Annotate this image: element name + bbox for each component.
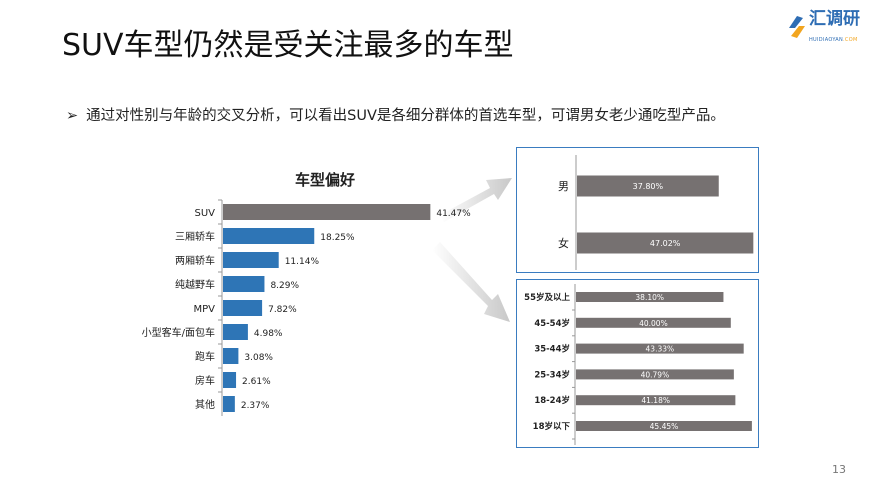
- category-label: 小型客车/面包车: [142, 326, 215, 339]
- bar-5: [223, 324, 248, 340]
- page-title: SUV车型仍然是受关注最多的车型: [62, 28, 514, 63]
- category-label: SUV: [194, 208, 215, 219]
- bar-5: [576, 421, 752, 431]
- chart-title: 车型偏好: [295, 171, 355, 189]
- data-label: 38.10%: [635, 293, 664, 302]
- category-label: 25-34岁: [534, 369, 570, 380]
- category-label: 45-54岁: [534, 318, 570, 329]
- bar-1: [223, 228, 315, 244]
- category-label: MPV: [194, 304, 216, 315]
- data-label: 4.98%: [254, 329, 283, 339]
- category-label: 三厢轿车: [175, 230, 215, 243]
- category-label: 跑车: [195, 350, 215, 363]
- category-label: 房车: [195, 374, 215, 387]
- bar-0: [577, 175, 719, 197]
- category-label: 35-44岁: [534, 344, 570, 355]
- bar-4: [223, 300, 263, 316]
- bar-1: [577, 232, 754, 254]
- data-label: 18.25%: [320, 233, 355, 243]
- bar-0: [223, 204, 431, 220]
- bar-8: [223, 396, 235, 412]
- bullet-text: ➢ 通过对性别与年龄的交叉分析，可以看出SUV是各细分群体的首选车型，可谓男女老少…: [66, 108, 725, 124]
- data-label: 2.37%: [241, 401, 270, 411]
- data-label: 43.33%: [646, 345, 675, 354]
- bar-2: [223, 252, 279, 268]
- category-label: 两厢轿车: [175, 254, 215, 267]
- bar-6: [223, 348, 239, 364]
- gender-chart-frame: [516, 147, 759, 273]
- data-label: 40.00%: [639, 319, 668, 328]
- bar-1: [576, 317, 731, 328]
- bar-2: [576, 343, 744, 354]
- data-label: 7.82%: [268, 305, 297, 315]
- bar-4: [576, 395, 736, 406]
- arrow-to-age: [432, 242, 510, 322]
- data-label: 8.29%: [270, 281, 299, 291]
- data-label: 41.18%: [641, 396, 670, 405]
- category-label: 女: [558, 236, 569, 250]
- data-label: 45.45%: [650, 422, 679, 431]
- category-label: 18-24岁: [534, 395, 570, 406]
- data-label: 11.14%: [285, 257, 320, 267]
- page-number: 13: [832, 463, 846, 476]
- bar-0: [576, 292, 724, 302]
- category-label: 55岁及以上: [524, 292, 570, 303]
- arrow-to-gender: [440, 178, 512, 222]
- category-label: 纯越野车: [175, 278, 215, 291]
- data-label: 3.08%: [244, 353, 273, 363]
- logo-sub: HUIDIAOYAN.COM: [809, 37, 858, 43]
- data-label: 37.80%: [633, 182, 664, 191]
- category-label: 18岁以下: [533, 421, 571, 432]
- logo-icon: [789, 16, 805, 38]
- data-label: 40.79%: [641, 370, 670, 379]
- bar-7: [223, 372, 237, 388]
- data-label: 41.47%: [436, 209, 471, 219]
- data-label: 47.02%: [650, 239, 681, 248]
- data-label: 2.61%: [242, 377, 271, 387]
- category-label: 其他: [195, 398, 215, 411]
- bar-3: [223, 276, 265, 292]
- logo-name: 汇调研: [809, 9, 860, 29]
- age-chart-frame: [516, 279, 759, 448]
- bar-3: [576, 369, 734, 380]
- category-label: 男: [558, 180, 569, 193]
- logo: 汇调研 HUIDIAOYAN.COM: [785, 8, 875, 48]
